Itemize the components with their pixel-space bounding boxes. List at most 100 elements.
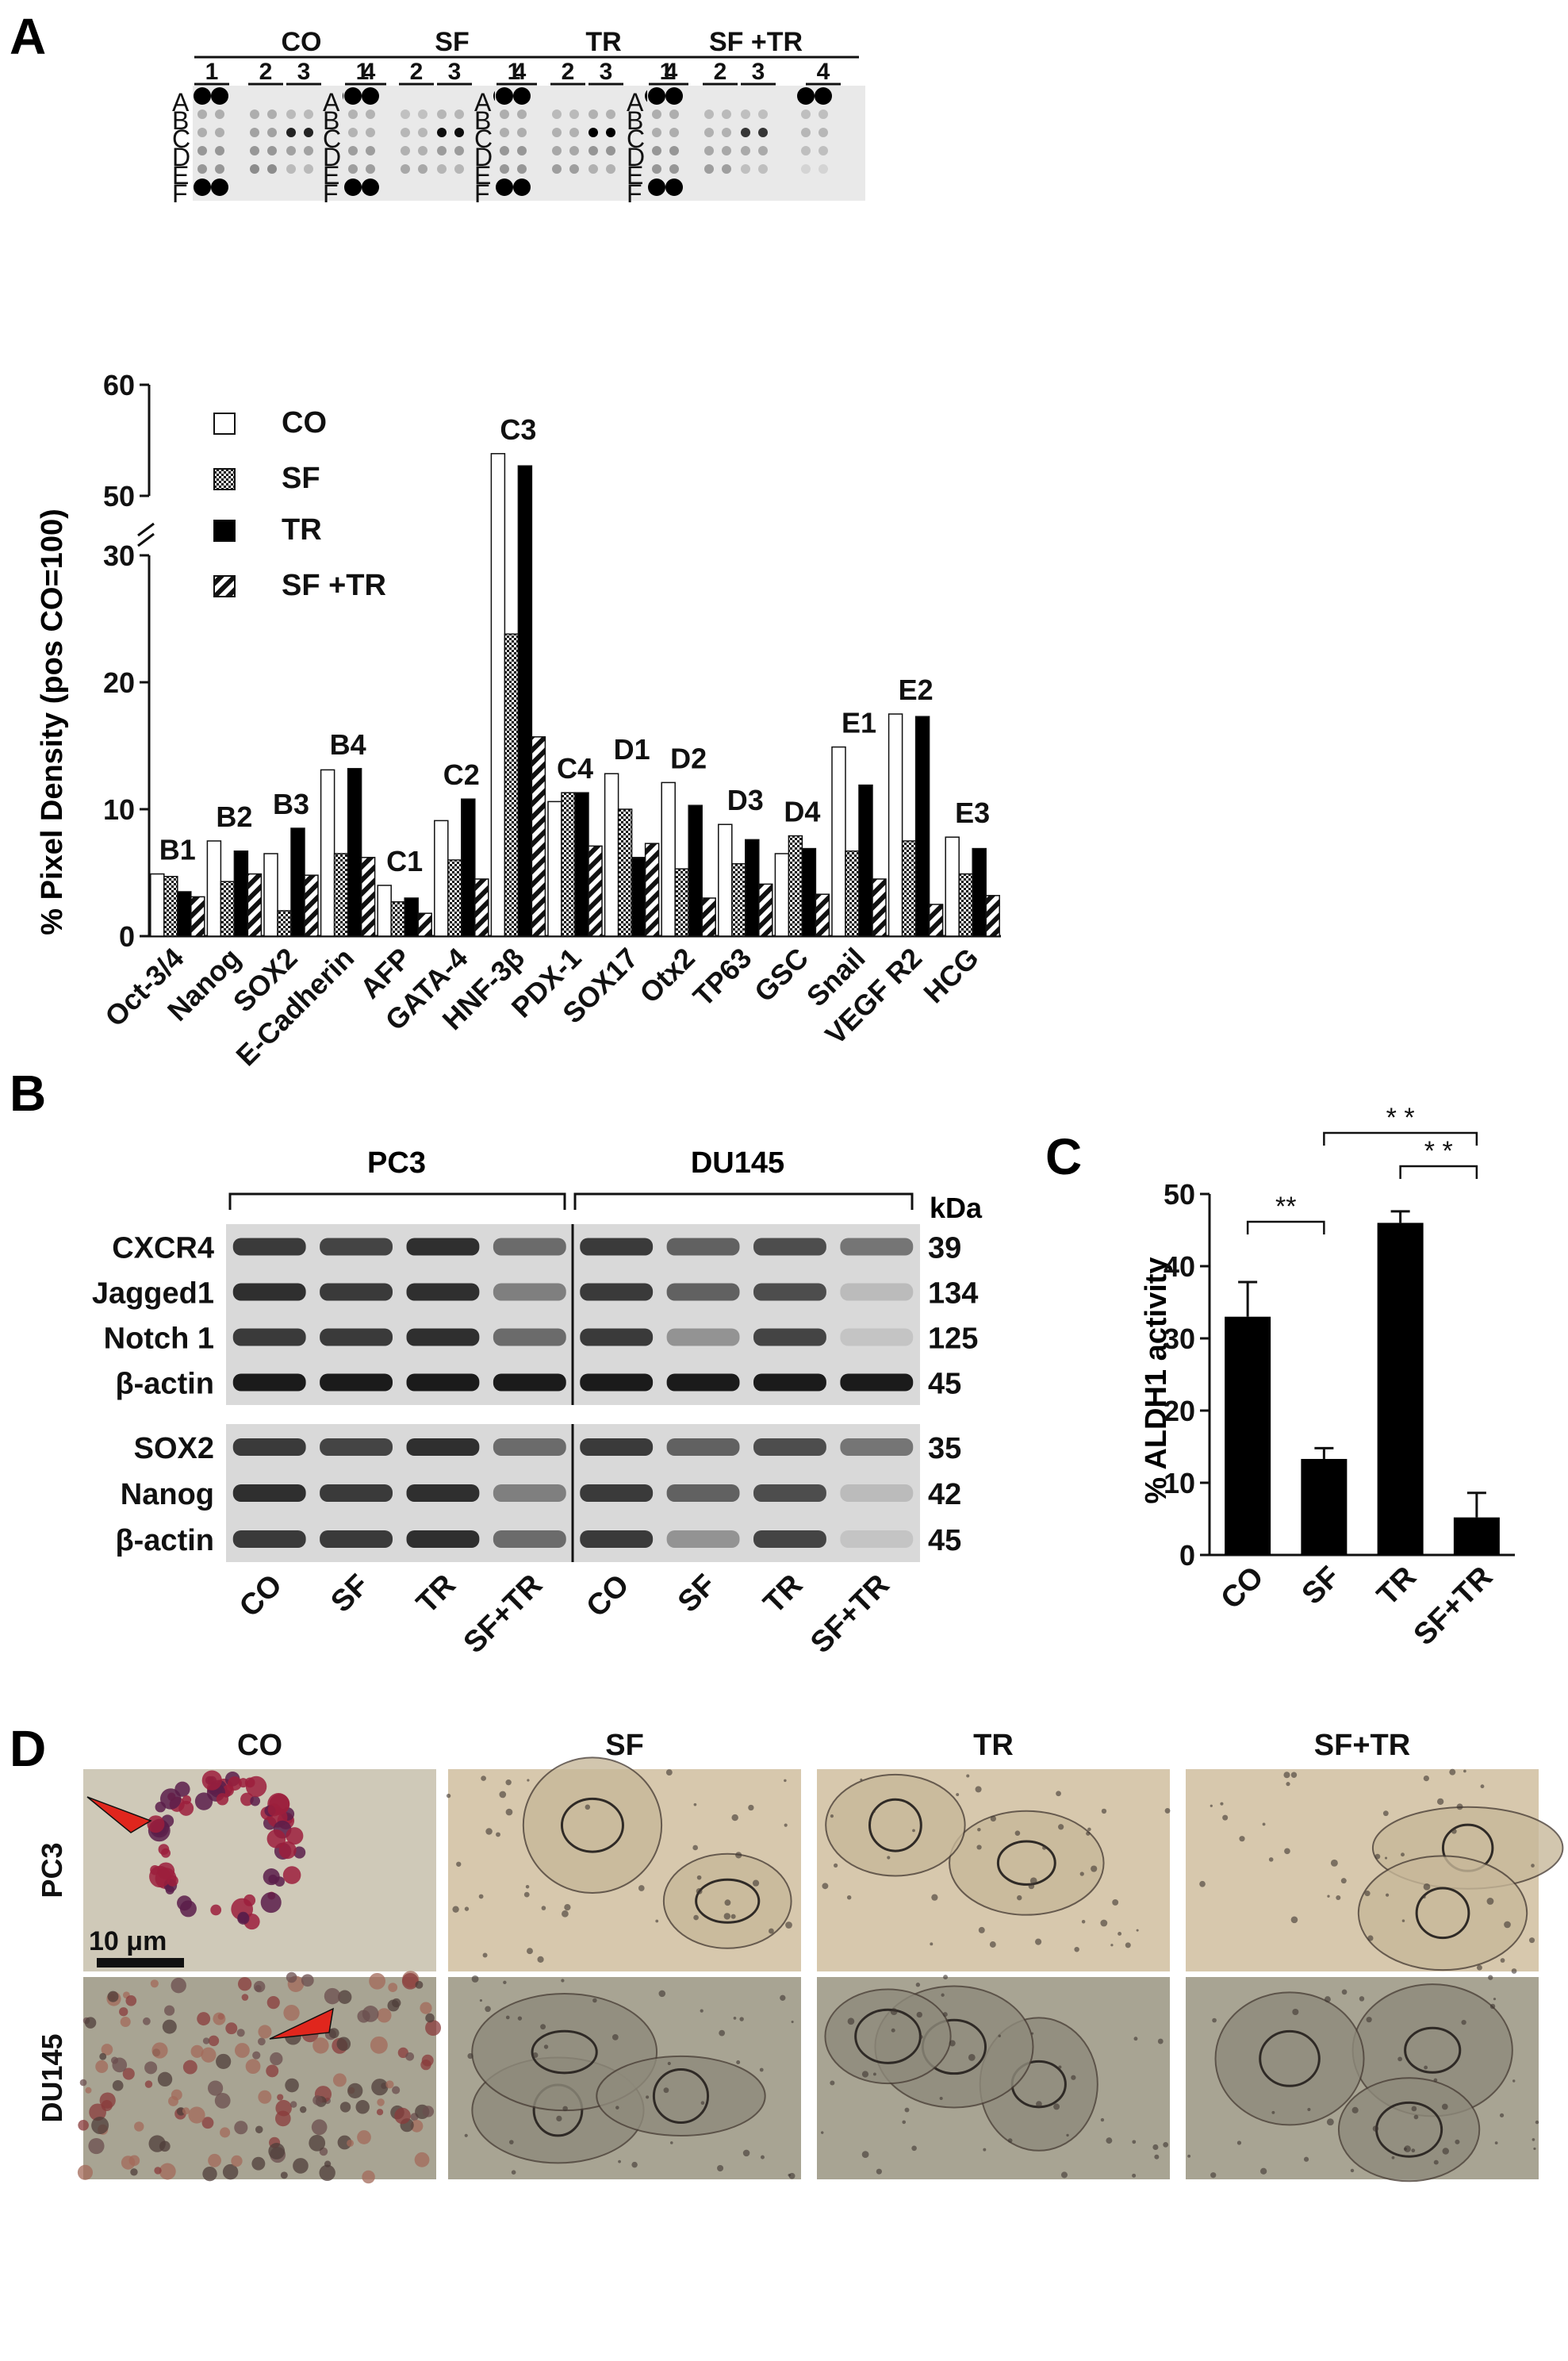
spot-label: C2: [443, 758, 480, 791]
cell-granule: [485, 1828, 493, 1835]
stained-granule: [122, 2067, 135, 2080]
y-tick-label: 20: [103, 666, 135, 699]
cell-granule: [931, 1894, 938, 1901]
array-spot: [758, 146, 768, 155]
cell-granule: [700, 2009, 703, 2013]
cell-granule: [887, 1856, 891, 1860]
array-spot: [286, 146, 296, 155]
bar-tr: [745, 839, 760, 937]
stained-granule: [324, 2160, 332, 2167]
cell-granule: [496, 1832, 500, 1837]
array-spot: [741, 164, 750, 174]
cell-granule: [911, 2145, 917, 2152]
stained-granule: [112, 2057, 128, 2073]
stained-granule: [289, 2101, 297, 2108]
stained-granule: [148, 2135, 166, 2152]
array-spot: [454, 109, 464, 119]
cell-granule: [847, 2017, 855, 2025]
array-spot: [437, 164, 447, 174]
bar-tr: [517, 465, 533, 937]
cell-granule: [1286, 1782, 1290, 1787]
stained-granule: [182, 2060, 197, 2075]
cell-granule: [1074, 1946, 1079, 1952]
panel-a-letter: A: [10, 8, 46, 65]
array-spot: [517, 164, 527, 174]
array-spot: [569, 164, 579, 174]
array-spot: [267, 164, 277, 174]
cell-granule: [943, 1975, 949, 1980]
aldh1-bar: [1225, 1316, 1271, 1555]
cell-granule: [485, 2006, 491, 2013]
array-spot: [197, 128, 207, 137]
bar-sf: [674, 868, 689, 937]
stained-granule: [88, 2137, 105, 2155]
array-spot: [304, 164, 313, 174]
cell-body: [596, 2055, 766, 2137]
cell-granule: [1290, 1916, 1298, 1924]
array-spot: [418, 164, 427, 174]
stained-granule: [220, 2127, 231, 2138]
significance-mark: **: [1275, 1192, 1296, 1222]
stained-granule: [147, 1815, 165, 1833]
cell-body: [1357, 1855, 1528, 1971]
cell-granule: [735, 1852, 742, 1859]
stained-granule: [286, 1827, 304, 1845]
cell-granule: [467, 2052, 473, 2060]
legend-swatch: [213, 520, 236, 542]
array-spot: [513, 87, 531, 105]
array-spot: [569, 109, 579, 119]
cell-granule: [1351, 2106, 1359, 2113]
array-group-label: SF +TR: [709, 27, 803, 57]
cell-granule: [1028, 1883, 1035, 1890]
cell-granule: [1222, 1814, 1229, 1821]
cell-granule: [1133, 2037, 1138, 2041]
stained-granule: [95, 2060, 109, 2073]
cell-granule: [1411, 2148, 1416, 2153]
blot2-row-label: Nanog: [121, 1478, 214, 1511]
array-spot: [286, 164, 296, 174]
array-spot: [569, 128, 579, 137]
cell-granule: [663, 2087, 669, 2094]
cell-granule: [478, 1894, 484, 1899]
cell-granule: [1187, 2154, 1191, 2158]
bar-co: [320, 769, 335, 937]
cell-nucleus: [652, 2067, 710, 2124]
cell-granule: [1220, 1802, 1224, 1806]
blot-band: [580, 1484, 654, 1502]
bar-sf-tr: [928, 904, 944, 937]
cell-granule: [1359, 1996, 1365, 2002]
cell-granule: [646, 2095, 650, 2099]
cell-body: [824, 1988, 952, 2085]
cell-granule: [1488, 1975, 1493, 1980]
stained-granule: [99, 2052, 107, 2060]
array-row-label: E: [172, 161, 189, 190]
micrograph-content: [1199, 1768, 1564, 1974]
panel-c-letter: C: [1045, 1128, 1082, 1185]
stained-granule: [213, 2012, 226, 2025]
cell-granule: [1036, 2101, 1042, 2108]
cell-granule: [942, 2012, 948, 2017]
stained-granule: [285, 2078, 299, 2093]
bar-co: [206, 840, 222, 937]
blot-band: [666, 1530, 740, 1548]
stained-granule: [241, 1994, 249, 2001]
array-row-label: D: [172, 143, 190, 171]
cell-granule: [860, 1778, 863, 1781]
blot1-kda-value: 39: [928, 1232, 961, 1265]
lane-label: SF: [672, 1568, 723, 1619]
micrograph-column-label: CO: [237, 1729, 282, 1762]
micrograph-row-label: DU145: [36, 2033, 68, 2122]
stained-granule: [171, 2089, 182, 2101]
array-column-label: 1: [660, 59, 673, 85]
cell-granule: [670, 2141, 673, 2144]
stained-granule: [267, 1803, 281, 1817]
cell-granule: [731, 1814, 738, 1822]
micrograph-panel: [83, 1977, 436, 2179]
stained-granule: [328, 2028, 339, 2039]
aldh1-bar: [1301, 1458, 1348, 1555]
blot-band: [580, 1283, 654, 1301]
cell-granule: [1058, 1824, 1064, 1830]
cell-granule: [1451, 1828, 1457, 1834]
y-tick-label: 40: [1164, 1250, 1195, 1283]
